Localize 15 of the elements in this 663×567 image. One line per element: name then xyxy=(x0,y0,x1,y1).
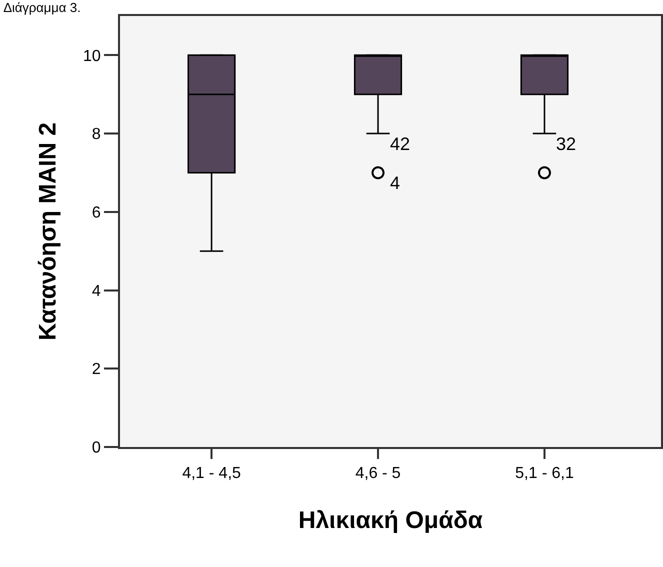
y-tick-label: 0 xyxy=(92,440,101,457)
y-tick-label: 10 xyxy=(83,48,101,65)
annotation: 42 xyxy=(390,134,410,154)
x-tick-label: 4,6 - 5 xyxy=(355,465,401,482)
y-tick-label: 2 xyxy=(92,361,101,378)
x-tick-label: 5,1 - 6,1 xyxy=(515,465,574,482)
x-axis-title: Ηλικιακή Ομάδα xyxy=(298,507,483,534)
annotation: 4 xyxy=(390,173,400,193)
y-tick-label: 6 xyxy=(92,204,101,222)
annotation: 32 xyxy=(556,134,576,154)
y-axis-title: Κατανόηση MAIN 2 xyxy=(34,122,62,341)
y-tick-label: 4 xyxy=(92,282,101,300)
chart-title: Διάγραμμα 3. xyxy=(3,0,81,15)
x-tick-label: 4,1 - 4,5 xyxy=(182,465,242,482)
y-tick-label: 8 xyxy=(92,126,101,144)
